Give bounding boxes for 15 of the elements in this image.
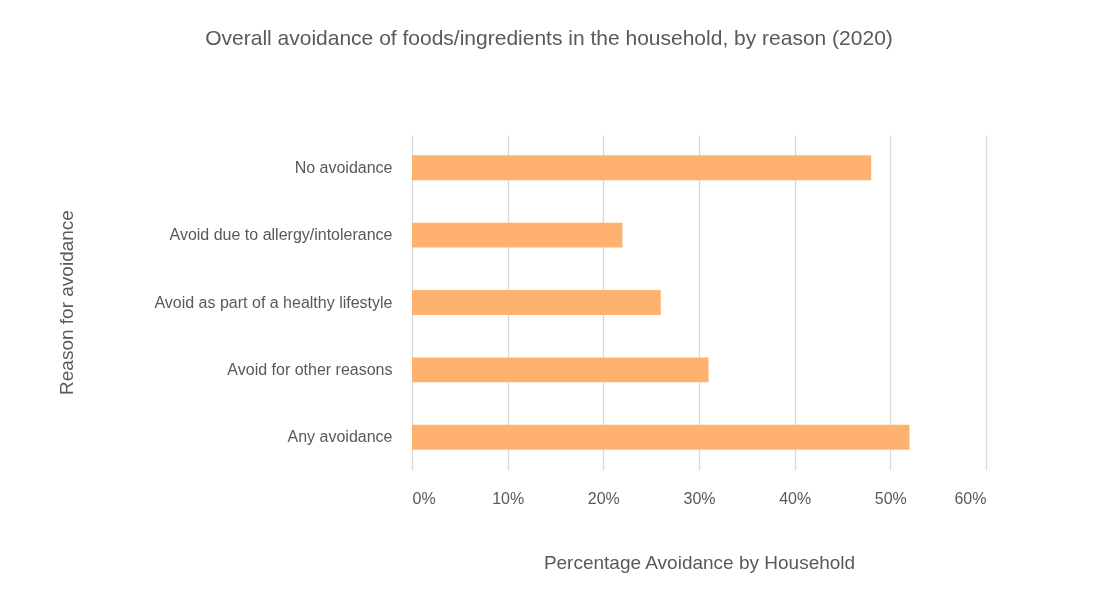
y-tick-label: No avoidance: [294, 158, 393, 176]
y-tick-label: Avoid due to allergy/intolerance: [169, 226, 393, 244]
x-tick-label: 50%: [874, 489, 907, 507]
y-tick-label: Avoid as part of a healthy lifestyle: [154, 293, 393, 311]
y-axis-title: Reason for avoidance: [55, 210, 77, 395]
x-tick-label: 0%: [412, 489, 436, 507]
y-tick-label: Avoid for other reasons: [227, 360, 393, 378]
x-tick-label: 30%: [683, 489, 716, 507]
x-tick-label: 40%: [779, 489, 812, 507]
x-tick-label: 20%: [587, 489, 620, 507]
x-tick-label: 60%: [954, 489, 987, 507]
chart-title: Overall avoidance of foods/ingredients in the household, by reason (2020): [205, 26, 893, 49]
y-tick-label: Any avoidance: [287, 428, 393, 446]
x-axis-title: Percentage Avoidance by Household: [543, 551, 856, 573]
x-tick-label: 10%: [492, 489, 525, 507]
